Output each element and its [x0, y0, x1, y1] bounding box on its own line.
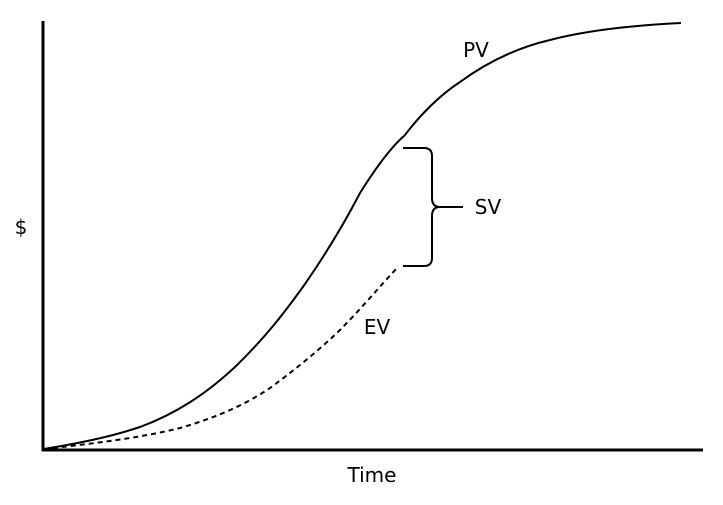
pv-label: PV: [463, 38, 489, 62]
x-axis-label: Time: [347, 463, 397, 487]
ev-label: EV: [364, 315, 391, 339]
y-axis-label: $: [15, 215, 28, 239]
sv-label: SV: [475, 195, 502, 219]
ev-curve: [43, 266, 399, 450]
sv-brace: [403, 147, 463, 267]
pv-curve: [43, 22, 682, 450]
